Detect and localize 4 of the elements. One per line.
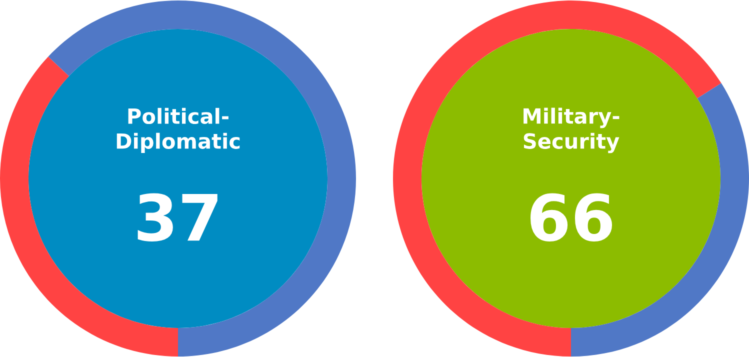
data-label: 66 <box>530 193 612 242</box>
text: Political- Diplomatic <box>116 108 240 153</box>
data-label: 37 <box>138 193 218 242</box>
text: Military- Security <box>524 108 620 154</box>
